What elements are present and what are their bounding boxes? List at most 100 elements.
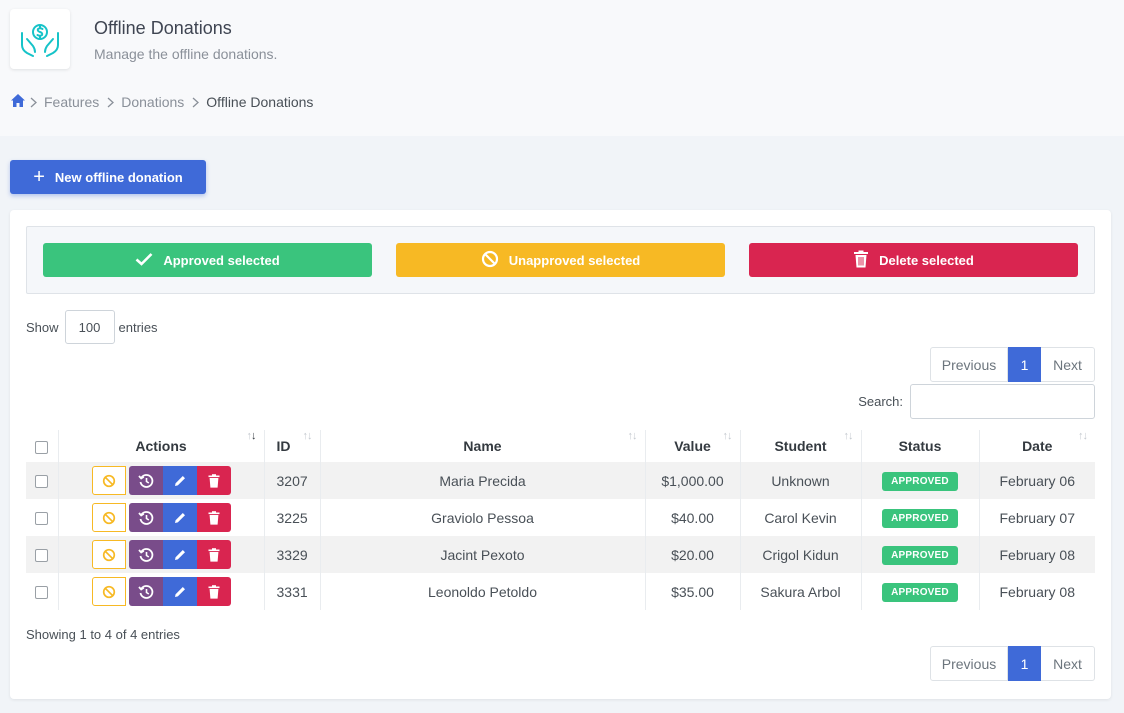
edit-row-button[interactable] [162, 540, 197, 569]
row-actions [91, 503, 231, 532]
row-id: 3331 [263, 573, 320, 610]
delete-row-button[interactable] [196, 540, 231, 569]
row-checkbox[interactable] [35, 586, 49, 600]
trash-icon [853, 250, 879, 271]
edit-row-button[interactable] [162, 577, 197, 606]
ban-icon [102, 585, 115, 598]
breadcrumb-item-donations[interactable]: Donations [121, 94, 185, 110]
show-label: Show [26, 319, 59, 335]
row-name: Graviolo Pessoa [319, 499, 645, 536]
delete-row-button[interactable] [196, 466, 231, 495]
search-input[interactable] [910, 384, 1095, 419]
page-1-button[interactable]: 1 [1008, 646, 1041, 681]
select-all-checkbox[interactable] [35, 440, 49, 454]
new-offline-donation-button[interactable]: + New offline donation [10, 160, 206, 194]
history-row-button[interactable] [128, 503, 163, 532]
hands-dollar-icon [10, 9, 70, 69]
unapprove-selected-button[interactable]: Unapproved selected [396, 243, 725, 277]
column-header-status[interactable]: Status [860, 430, 979, 462]
ban-icon [481, 250, 509, 271]
row-value: $35.00 [644, 573, 740, 610]
row-value: $40.00 [644, 499, 740, 536]
column-header-value-label: Value [674, 438, 711, 454]
column-header-id[interactable]: ID ↑↓ [263, 430, 320, 462]
row-student: Unknown [739, 462, 861, 499]
status-badge: APPROVED [882, 582, 958, 602]
row-name: Maria Precida [319, 462, 645, 499]
row-date: February 08 [978, 573, 1095, 610]
delete-selected-label: Delete selected [879, 252, 974, 268]
table-row: 3329 Jacint Pexoto $20.00 Crigol Kidun A… [26, 536, 1095, 573]
column-header-date[interactable]: Date ↑↓ [978, 430, 1095, 462]
unapprove-row-button[interactable] [91, 540, 126, 569]
home-icon[interactable] [10, 93, 26, 111]
row-actions-cell [57, 499, 264, 536]
status-badge: APPROVED [882, 508, 958, 528]
bulk-actions-bar: Approved selected Unapproved selected De… [26, 226, 1095, 294]
sort-icon: ↑↓ [1078, 430, 1088, 442]
edit-row-button[interactable] [162, 503, 197, 532]
approve-selected-button[interactable]: Approved selected [43, 243, 372, 277]
history-row-button[interactable] [128, 540, 163, 569]
previous-page-button[interactable]: Previous [930, 347, 1008, 382]
page-header: Offline Donations Manage the offline don… [0, 0, 1124, 136]
page-subtitle: Manage the offline donations. [94, 46, 278, 62]
row-student: Sakura Arbol [739, 573, 861, 610]
row-select-cell [26, 499, 58, 536]
history-row-button[interactable] [128, 577, 163, 606]
delete-row-button[interactable] [196, 503, 231, 532]
history-icon [137, 547, 153, 562]
row-id: 3329 [263, 536, 320, 573]
row-checkbox[interactable] [35, 512, 49, 526]
status-badge: APPROVED [882, 545, 958, 565]
column-header-student-label: Student [774, 438, 827, 454]
select-all-cell [26, 430, 58, 462]
next-page-button[interactable]: Next [1041, 646, 1095, 681]
pencil-icon [174, 475, 185, 486]
check-icon [135, 252, 163, 269]
column-header-student[interactable]: Student ↑↓ [739, 430, 861, 462]
history-row-button[interactable] [128, 466, 163, 495]
row-actions-cell [57, 462, 264, 499]
column-header-name[interactable]: Name ↑↓ [319, 430, 645, 462]
chevron-right-icon [188, 97, 202, 108]
row-date: February 07 [978, 499, 1095, 536]
search-control: Search: [858, 384, 1095, 419]
column-header-value[interactable]: Value ↑↓ [644, 430, 740, 462]
page-1-button[interactable]: 1 [1008, 347, 1041, 382]
trash-icon [208, 473, 219, 488]
ban-icon [102, 511, 115, 524]
column-header-actions-label: Actions [135, 438, 187, 454]
column-header-id-label: ID [276, 438, 291, 454]
sort-icon: ↑↓ [302, 430, 313, 442]
donations-card: Approved selected Unapproved selected De… [10, 210, 1111, 699]
table-row: 3331 Leonoldo Petoldo $35.00 Sakura Arbo… [26, 573, 1095, 610]
page-length-control: Show 100 entries [26, 310, 158, 344]
row-status-cell: APPROVED [860, 536, 979, 573]
row-actions [91, 466, 231, 495]
pagination-bottom: Previous 1 Next [930, 646, 1095, 681]
unapprove-row-button[interactable] [91, 577, 126, 606]
unapprove-row-button[interactable] [91, 466, 126, 495]
delete-selected-button[interactable]: Delete selected [749, 243, 1078, 277]
breadcrumb-item-features[interactable]: Features [44, 94, 100, 110]
page-length-input[interactable]: 100 [64, 310, 115, 344]
approve-selected-label: Approved selected [163, 252, 280, 268]
row-status-cell: APPROVED [860, 462, 979, 499]
sort-icon: ↑↓ [722, 430, 733, 442]
column-header-actions[interactable]: Actions ↑↓ [57, 430, 264, 462]
row-name: Leonoldo Petoldo [319, 573, 645, 610]
pencil-icon [174, 512, 185, 523]
history-icon [137, 473, 153, 488]
row-checkbox[interactable] [35, 475, 49, 489]
row-select-cell [26, 573, 58, 610]
row-value: $20.00 [644, 536, 740, 573]
previous-page-button[interactable]: Previous [930, 646, 1008, 681]
unapprove-row-button[interactable] [91, 503, 126, 532]
row-checkbox[interactable] [35, 549, 49, 563]
column-header-date-label: Date [1022, 438, 1053, 454]
trash-icon [208, 510, 219, 525]
delete-row-button[interactable] [196, 577, 231, 606]
next-page-button[interactable]: Next [1041, 347, 1095, 382]
edit-row-button[interactable] [162, 466, 197, 495]
